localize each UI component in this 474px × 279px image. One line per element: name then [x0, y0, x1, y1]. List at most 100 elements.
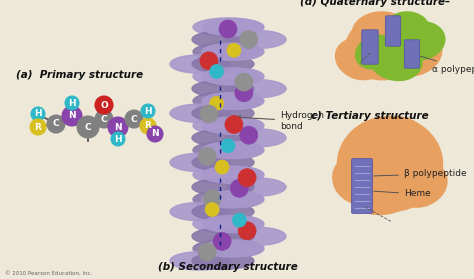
- FancyBboxPatch shape: [404, 40, 419, 68]
- Ellipse shape: [400, 151, 440, 187]
- Ellipse shape: [193, 42, 263, 61]
- Circle shape: [215, 160, 229, 174]
- Circle shape: [238, 222, 256, 240]
- Ellipse shape: [202, 215, 264, 233]
- Circle shape: [200, 52, 218, 70]
- Circle shape: [198, 243, 216, 261]
- Circle shape: [238, 169, 256, 187]
- Ellipse shape: [170, 104, 230, 122]
- Ellipse shape: [202, 240, 264, 257]
- Ellipse shape: [333, 154, 387, 204]
- Circle shape: [232, 213, 246, 227]
- Ellipse shape: [192, 31, 254, 48]
- Ellipse shape: [192, 56, 254, 73]
- Ellipse shape: [226, 129, 286, 147]
- Ellipse shape: [355, 116, 425, 162]
- Ellipse shape: [202, 117, 264, 134]
- Circle shape: [205, 203, 219, 217]
- Ellipse shape: [395, 22, 445, 60]
- Ellipse shape: [337, 117, 443, 211]
- Circle shape: [140, 118, 156, 134]
- Circle shape: [198, 147, 216, 165]
- Ellipse shape: [170, 153, 230, 172]
- Circle shape: [141, 104, 155, 118]
- Text: α polypeptide: α polypeptide: [416, 55, 474, 73]
- Circle shape: [200, 105, 218, 123]
- Ellipse shape: [368, 37, 422, 81]
- Text: Heme: Heme: [374, 189, 431, 198]
- Circle shape: [235, 84, 253, 102]
- Text: Hydrogen
bond: Hydrogen bond: [237, 111, 324, 131]
- Ellipse shape: [193, 67, 263, 86]
- Text: C: C: [53, 119, 59, 129]
- Ellipse shape: [345, 14, 425, 80]
- Ellipse shape: [170, 252, 230, 270]
- Circle shape: [227, 43, 241, 57]
- Circle shape: [210, 64, 224, 78]
- Text: (d) Quaternary structure–: (d) Quaternary structure–: [300, 0, 450, 7]
- Ellipse shape: [373, 160, 418, 198]
- Circle shape: [203, 190, 221, 208]
- FancyBboxPatch shape: [385, 16, 401, 46]
- Circle shape: [47, 115, 65, 133]
- Circle shape: [65, 96, 79, 110]
- Ellipse shape: [226, 30, 286, 49]
- Ellipse shape: [202, 18, 264, 36]
- Text: C: C: [131, 114, 137, 124]
- Circle shape: [235, 73, 253, 91]
- Ellipse shape: [192, 252, 254, 270]
- Text: H: H: [114, 134, 122, 143]
- Ellipse shape: [170, 203, 230, 221]
- Circle shape: [230, 179, 248, 197]
- Text: c) Tertiary structure: c) Tertiary structure: [311, 111, 429, 121]
- Ellipse shape: [353, 12, 408, 50]
- Ellipse shape: [192, 105, 254, 122]
- Ellipse shape: [192, 154, 254, 171]
- Circle shape: [31, 107, 45, 121]
- Ellipse shape: [226, 80, 286, 98]
- Text: R: R: [35, 122, 41, 131]
- Ellipse shape: [193, 116, 263, 135]
- Circle shape: [240, 126, 258, 144]
- Text: N: N: [151, 129, 159, 138]
- Ellipse shape: [193, 165, 263, 184]
- Ellipse shape: [336, 38, 384, 80]
- Ellipse shape: [383, 16, 433, 52]
- Ellipse shape: [202, 141, 264, 159]
- Ellipse shape: [192, 179, 254, 196]
- Ellipse shape: [387, 12, 429, 42]
- Circle shape: [213, 232, 231, 250]
- Text: H: H: [68, 98, 76, 107]
- Ellipse shape: [193, 18, 263, 36]
- Text: C: C: [85, 122, 91, 131]
- Text: β polypeptide: β polypeptide: [374, 170, 466, 179]
- Ellipse shape: [193, 239, 263, 258]
- Ellipse shape: [388, 32, 442, 76]
- Ellipse shape: [202, 191, 264, 208]
- Text: R: R: [145, 121, 151, 131]
- Circle shape: [210, 96, 224, 110]
- Text: (b) Secondary structure: (b) Secondary structure: [158, 262, 298, 272]
- Ellipse shape: [202, 166, 264, 183]
- Ellipse shape: [193, 141, 263, 159]
- Ellipse shape: [202, 43, 264, 60]
- Ellipse shape: [193, 190, 263, 209]
- Text: (a)  Primary structure: (a) Primary structure: [17, 70, 144, 80]
- Circle shape: [240, 31, 258, 49]
- Circle shape: [219, 20, 237, 38]
- Ellipse shape: [192, 228, 254, 245]
- Circle shape: [147, 126, 163, 142]
- Circle shape: [77, 116, 99, 138]
- Ellipse shape: [390, 139, 440, 179]
- Ellipse shape: [226, 178, 286, 196]
- Text: H: H: [144, 107, 152, 116]
- Text: N: N: [68, 112, 76, 121]
- Text: C: C: [100, 114, 107, 124]
- Circle shape: [95, 110, 113, 128]
- Circle shape: [111, 132, 125, 146]
- Ellipse shape: [193, 92, 263, 110]
- Circle shape: [62, 106, 82, 126]
- Circle shape: [125, 110, 143, 128]
- Ellipse shape: [345, 134, 395, 174]
- Ellipse shape: [192, 129, 254, 146]
